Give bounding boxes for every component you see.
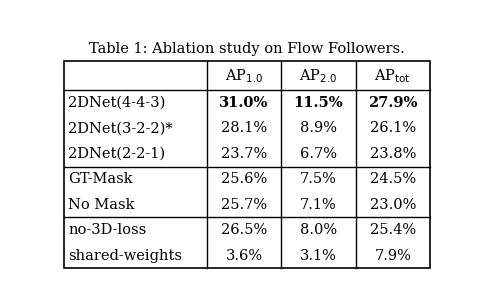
Text: 25.6%: 25.6% — [221, 172, 267, 186]
Text: GT-Mask: GT-Mask — [68, 172, 133, 186]
Text: 2DNet(2-2-1): 2DNet(2-2-1) — [68, 147, 166, 161]
Text: 11.5%: 11.5% — [294, 96, 343, 110]
Text: AP$_{1.0}$: AP$_{1.0}$ — [225, 67, 263, 85]
Text: 24.5%: 24.5% — [370, 172, 416, 186]
Text: AP$_{2.0}$: AP$_{2.0}$ — [299, 67, 337, 85]
Text: 23.0%: 23.0% — [370, 198, 416, 212]
Text: 31.0%: 31.0% — [219, 96, 268, 110]
Text: 25.7%: 25.7% — [221, 198, 267, 212]
Text: 26.5%: 26.5% — [221, 223, 267, 237]
Bar — [64, 61, 430, 268]
Text: 8.9%: 8.9% — [300, 121, 337, 135]
Text: no-3D-loss: no-3D-loss — [68, 223, 147, 237]
Text: 27.9%: 27.9% — [368, 96, 417, 110]
Text: 28.1%: 28.1% — [221, 121, 267, 135]
Text: 2DNet(3-2-2)*: 2DNet(3-2-2)* — [68, 121, 173, 135]
Text: 25.4%: 25.4% — [370, 223, 416, 237]
Text: 6.7%: 6.7% — [300, 147, 337, 161]
Text: 23.8%: 23.8% — [370, 147, 416, 161]
Text: shared-weights: shared-weights — [68, 248, 183, 263]
Text: Table 1: Ablation study on Flow Followers.: Table 1: Ablation study on Flow Follower… — [89, 42, 405, 56]
Text: 26.1%: 26.1% — [370, 121, 416, 135]
Text: 3.6%: 3.6% — [226, 248, 263, 263]
Text: AP$_{\mathrm{tot}}$: AP$_{\mathrm{tot}}$ — [375, 67, 411, 85]
Text: 7.1%: 7.1% — [300, 198, 337, 212]
Text: No Mask: No Mask — [68, 198, 135, 212]
Text: 3.1%: 3.1% — [300, 248, 337, 263]
Text: 23.7%: 23.7% — [221, 147, 267, 161]
Text: 2DNet(4-4-3): 2DNet(4-4-3) — [68, 96, 166, 110]
Text: 8.0%: 8.0% — [300, 223, 337, 237]
Text: 7.9%: 7.9% — [375, 248, 411, 263]
Text: 7.5%: 7.5% — [300, 172, 337, 186]
